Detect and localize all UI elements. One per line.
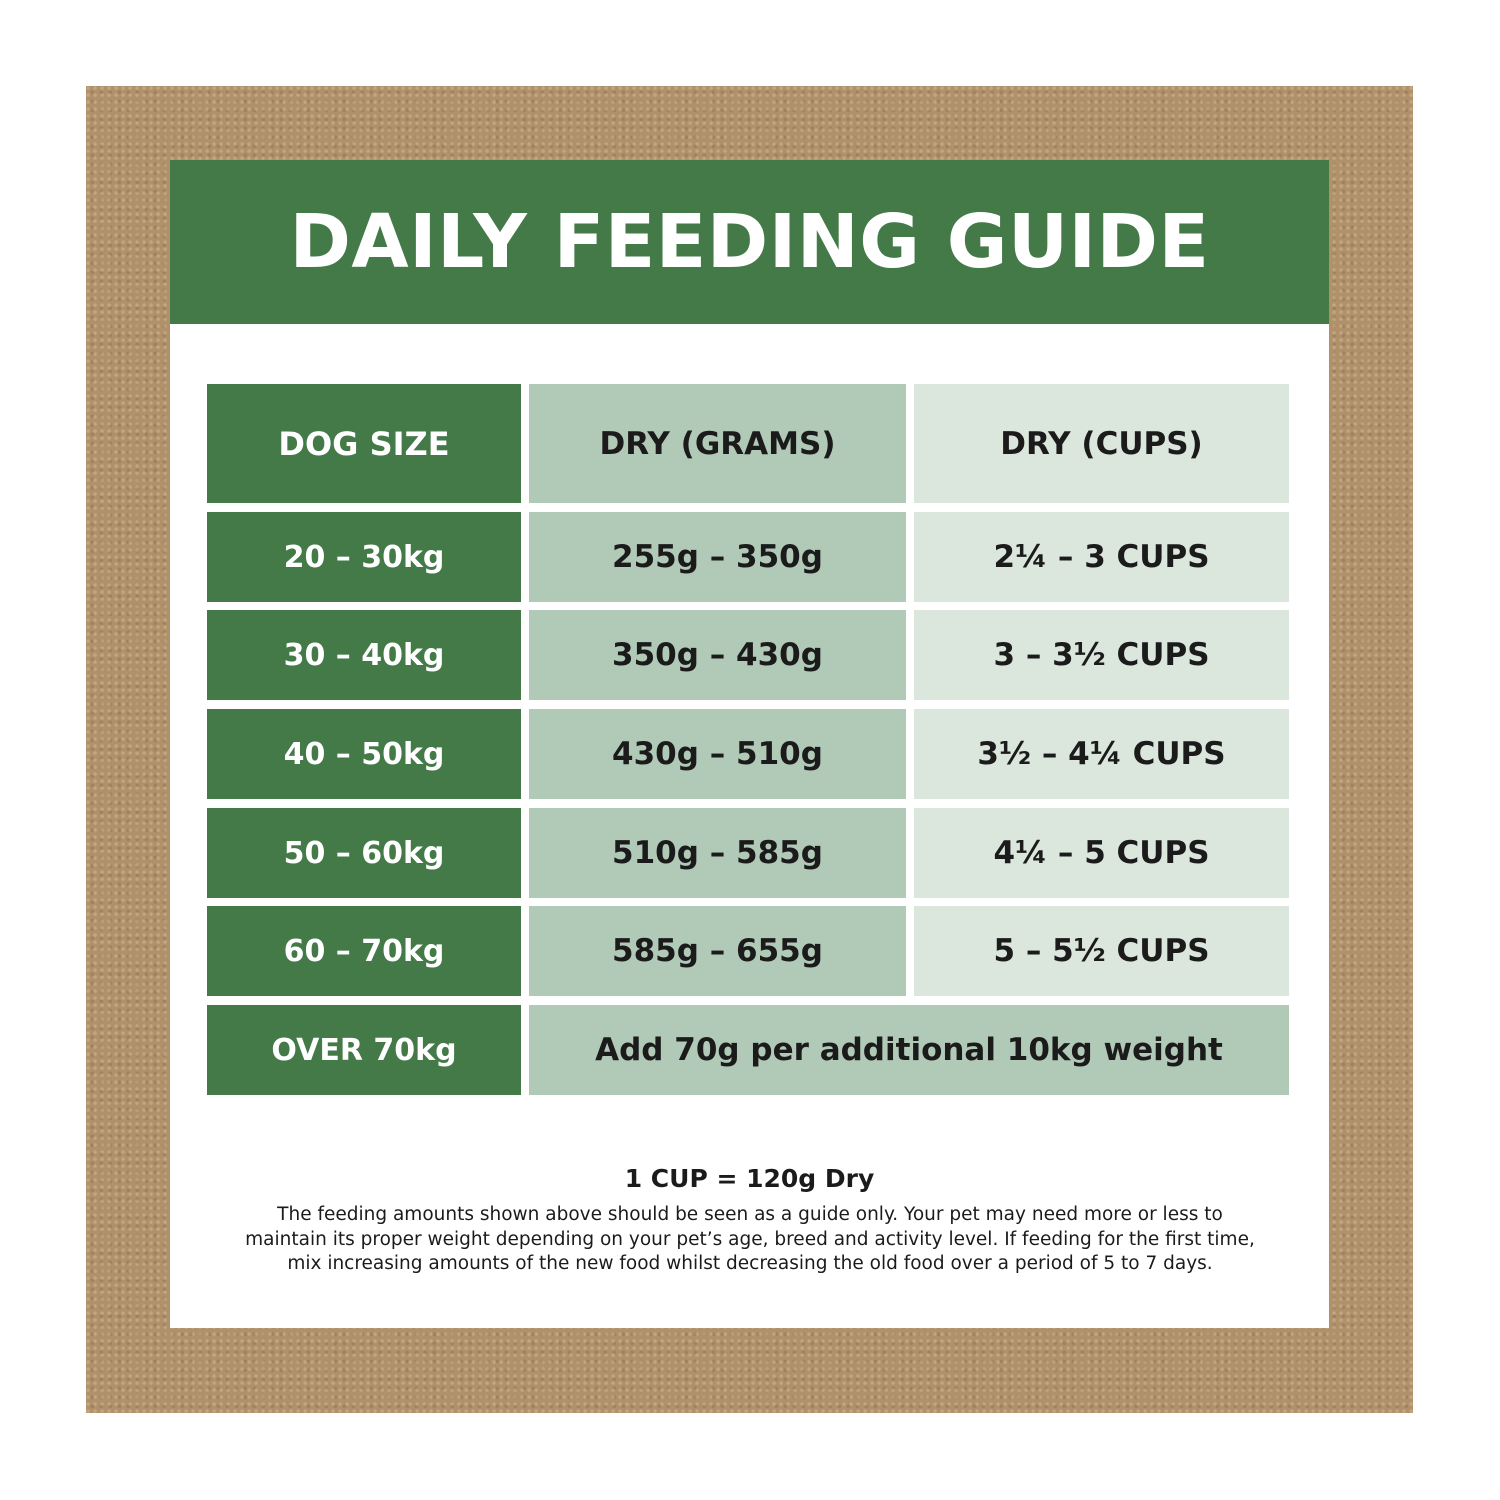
row-over-70-note: Add 70g per additional 10kg weight: [529, 1005, 1289, 1095]
row-3-grams: 430g – 510g: [529, 709, 906, 799]
header-dry-grams: DRY (GRAMS): [529, 384, 906, 503]
row-over-70-dog-size: OVER 70kg: [207, 1005, 521, 1095]
disclaimer-line: The feeding amounts shown above should b…: [277, 1204, 1223, 1225]
header-dry-cups: DRY (CUPS): [914, 384, 1289, 503]
row-5-dog-size: 60 – 70kg: [207, 906, 521, 996]
row-1-grams: 255g – 350g: [529, 512, 906, 602]
row-3-cups: 3½ – 4¼ CUPS: [914, 709, 1289, 799]
disclaimer: The feeding amounts shown above should b…: [200, 1203, 1300, 1277]
row-5-grams: 585g – 655g: [529, 906, 906, 996]
title-bar: DAILY FEEDING GUIDE: [170, 160, 1329, 324]
cup-conversion: 1 CUP = 120g Dry: [624, 1164, 875, 1193]
disclaimer-line: mix increasing amounts of the new food w…: [287, 1253, 1213, 1274]
row-4-dog-size: 50 – 60kg: [207, 808, 521, 898]
row-5-cups: 5 – 5½ CUPS: [914, 906, 1289, 996]
row-2-grams: 350g – 430g: [529, 610, 906, 700]
row-1-dog-size: 20 – 30kg: [207, 512, 521, 602]
page-title: DAILY FEEDING GUIDE: [289, 199, 1210, 285]
header-dog-size: DOG SIZE: [207, 384, 521, 503]
row-4-cups: 4¼ – 5 CUPS: [914, 808, 1289, 898]
row-1-cups: 2¼ – 3 CUPS: [914, 512, 1289, 602]
row-2-dog-size: 30 – 40kg: [207, 610, 521, 700]
row-2-cups: 3 – 3½ CUPS: [914, 610, 1289, 700]
row-4-grams: 510g – 585g: [529, 808, 906, 898]
row-3-dog-size: 40 – 50kg: [207, 709, 521, 799]
disclaimer-line: maintain its proper weight depending on …: [245, 1228, 1255, 1250]
